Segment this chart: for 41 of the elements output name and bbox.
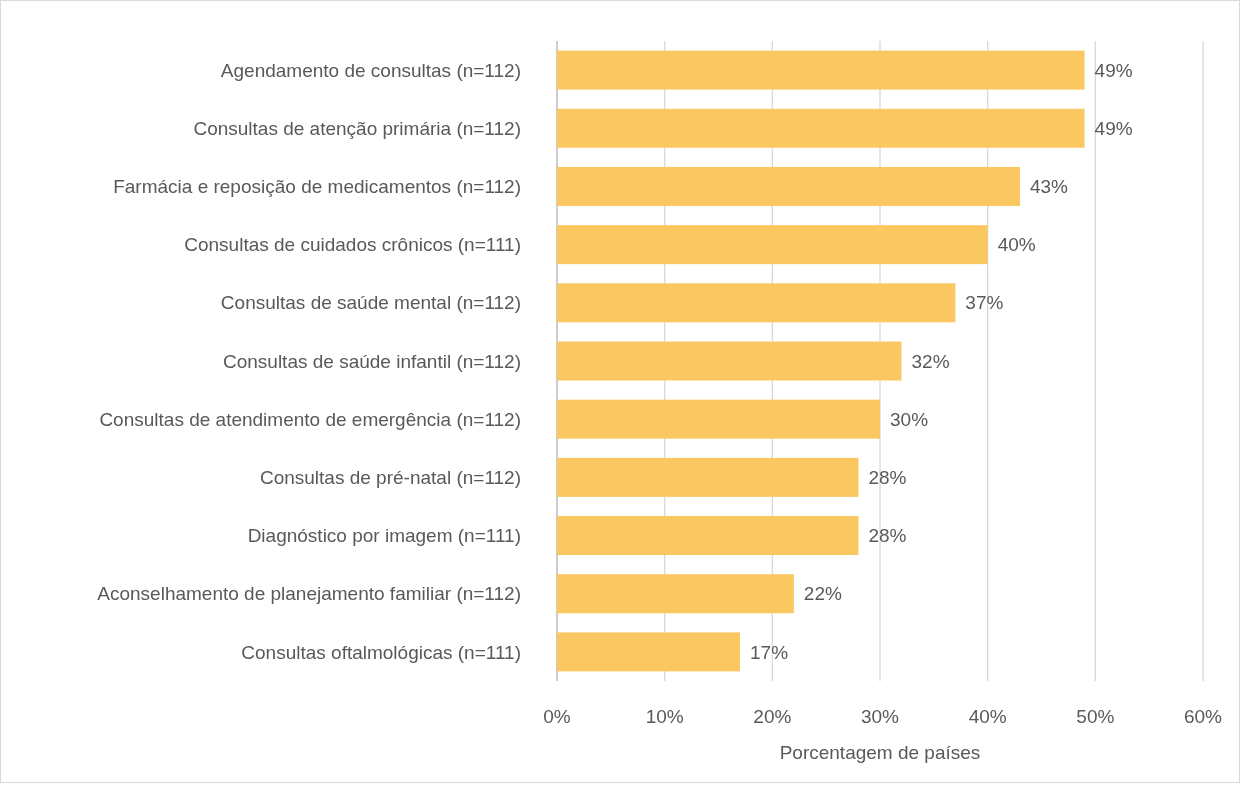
y-tick-label: Consultas de cuidados crônicos (n=111) <box>184 234 521 256</box>
x-tick-label: 30% <box>860 705 900 727</box>
bar <box>557 108 1085 148</box>
bar <box>557 283 956 323</box>
bar <box>557 574 794 614</box>
data-label: 22% <box>803 583 842 605</box>
bar <box>557 341 902 381</box>
y-tick-label: Farmácia e reposição de medicamentos (n=112) <box>113 176 521 198</box>
data-label: 49% <box>1094 117 1133 139</box>
data-label: 49% <box>1094 59 1133 81</box>
y-tick-label: Consultas de atenção primária (n=112) <box>193 117 521 139</box>
y-tick-label: Consultas de atendimento de emergência (n=112) <box>99 408 521 430</box>
data-label: 40% <box>997 234 1036 256</box>
bar <box>557 225 988 265</box>
y-tick-label: Consultas de saúde mental (n=112) <box>220 292 521 314</box>
y-tick-label: Consultas de pré-natal (n=112) <box>259 467 521 489</box>
data-label: 17% <box>750 641 789 663</box>
y-tick-label: Diagnóstico por imagem (n=111) <box>247 525 521 547</box>
bar <box>557 50 1085 90</box>
x-tick-label: 0% <box>543 705 571 727</box>
x-tick-label: 40% <box>968 705 1007 727</box>
bar <box>557 516 859 556</box>
data-label: 43% <box>1029 176 1069 198</box>
x-tick-label: 50% <box>1076 705 1115 727</box>
x-tick-label: 20% <box>753 705 792 727</box>
y-tick-label: Agendamento de consultas (n=112) <box>220 59 521 81</box>
x-tick-label: 10% <box>645 705 684 727</box>
data-label: 30% <box>890 408 929 430</box>
y-tick-label: Consultas oftalmológicas (n=111) <box>241 641 521 663</box>
data-label: 32% <box>911 350 950 372</box>
x-tick-label: 60% <box>1183 705 1223 727</box>
data-label: 28% <box>868 467 907 489</box>
data-label: 28% <box>868 525 907 547</box>
x-axis-title: Porcentagem de países <box>779 741 981 763</box>
bar <box>557 457 859 497</box>
bar <box>557 632 741 672</box>
y-tick-label: Consultas de saúde infantil (n=112) <box>222 350 521 372</box>
data-label: 37% <box>965 292 1004 314</box>
bar <box>557 399 880 439</box>
bar <box>557 166 1020 206</box>
y-tick-label: Aconselhamento de planejamento familiar (n=112) <box>97 583 521 605</box>
